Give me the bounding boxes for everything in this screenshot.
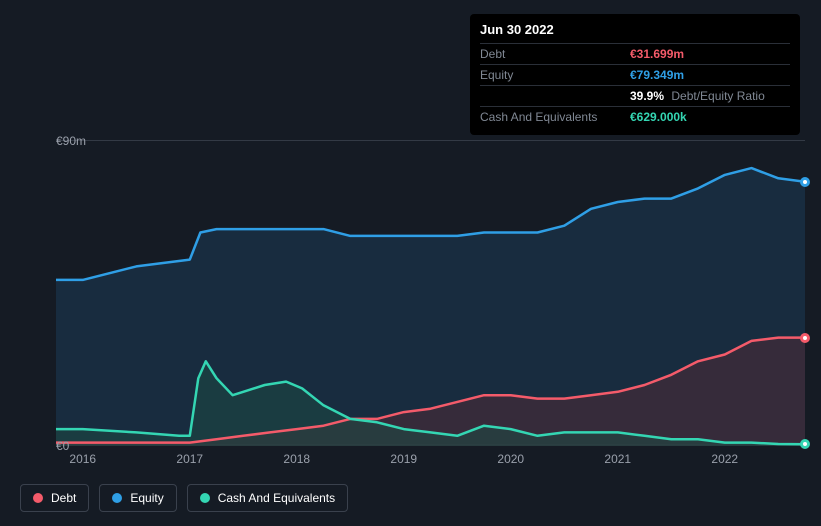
tooltip-value: €79.349m — [630, 68, 684, 82]
chart-plot[interactable]: €0€90m 2016201720182019202020212022 — [56, 140, 805, 445]
tooltip-row: Debt€31.699m — [480, 43, 790, 64]
series-marker — [800, 439, 810, 449]
tooltip-date: Jun 30 2022 — [480, 22, 790, 43]
legend-item[interactable]: Cash And Equivalents — [187, 484, 348, 512]
tooltip-label: Debt — [480, 47, 630, 61]
tooltip-value: 39.9% Debt/Equity Ratio — [630, 89, 765, 103]
legend-item[interactable]: Equity — [99, 484, 176, 512]
legend-label: Equity — [130, 491, 163, 505]
series-marker — [800, 333, 810, 343]
legend: Debt Equity Cash And Equivalents — [20, 484, 348, 512]
legend-dot-icon — [33, 493, 43, 503]
legend-dot-icon — [200, 493, 210, 503]
x-axis-label: 2016 — [69, 452, 96, 466]
x-axis-label: 2019 — [390, 452, 417, 466]
chart-container: €0€90m 2016201720182019202020212022 — [20, 140, 805, 445]
tooltip-row: Equity€79.349m — [480, 64, 790, 85]
x-axis-label: 2018 — [283, 452, 310, 466]
x-axis-label: 2020 — [497, 452, 524, 466]
tooltip-label: Cash And Equivalents — [480, 110, 630, 124]
series-marker — [800, 177, 810, 187]
legend-item[interactable]: Debt — [20, 484, 89, 512]
chart-svg — [56, 141, 805, 446]
tooltip-extra: Debt/Equity Ratio — [668, 89, 765, 103]
legend-label: Cash And Equivalents — [218, 491, 335, 505]
x-axis-label: 2021 — [604, 452, 631, 466]
x-axis-label: 2022 — [711, 452, 738, 466]
tooltip-row: 39.9% Debt/Equity Ratio — [480, 85, 790, 106]
chart-tooltip: Jun 30 2022 Debt€31.699mEquity€79.349m39… — [470, 14, 800, 135]
tooltip-value: €629.000k — [630, 110, 687, 124]
tooltip-label: Equity — [480, 68, 630, 82]
tooltip-value: €31.699m — [630, 47, 684, 61]
x-axis-label: 2017 — [176, 452, 203, 466]
tooltip-row: Cash And Equivalents€629.000k — [480, 106, 790, 127]
legend-dot-icon — [112, 493, 122, 503]
legend-label: Debt — [51, 491, 76, 505]
